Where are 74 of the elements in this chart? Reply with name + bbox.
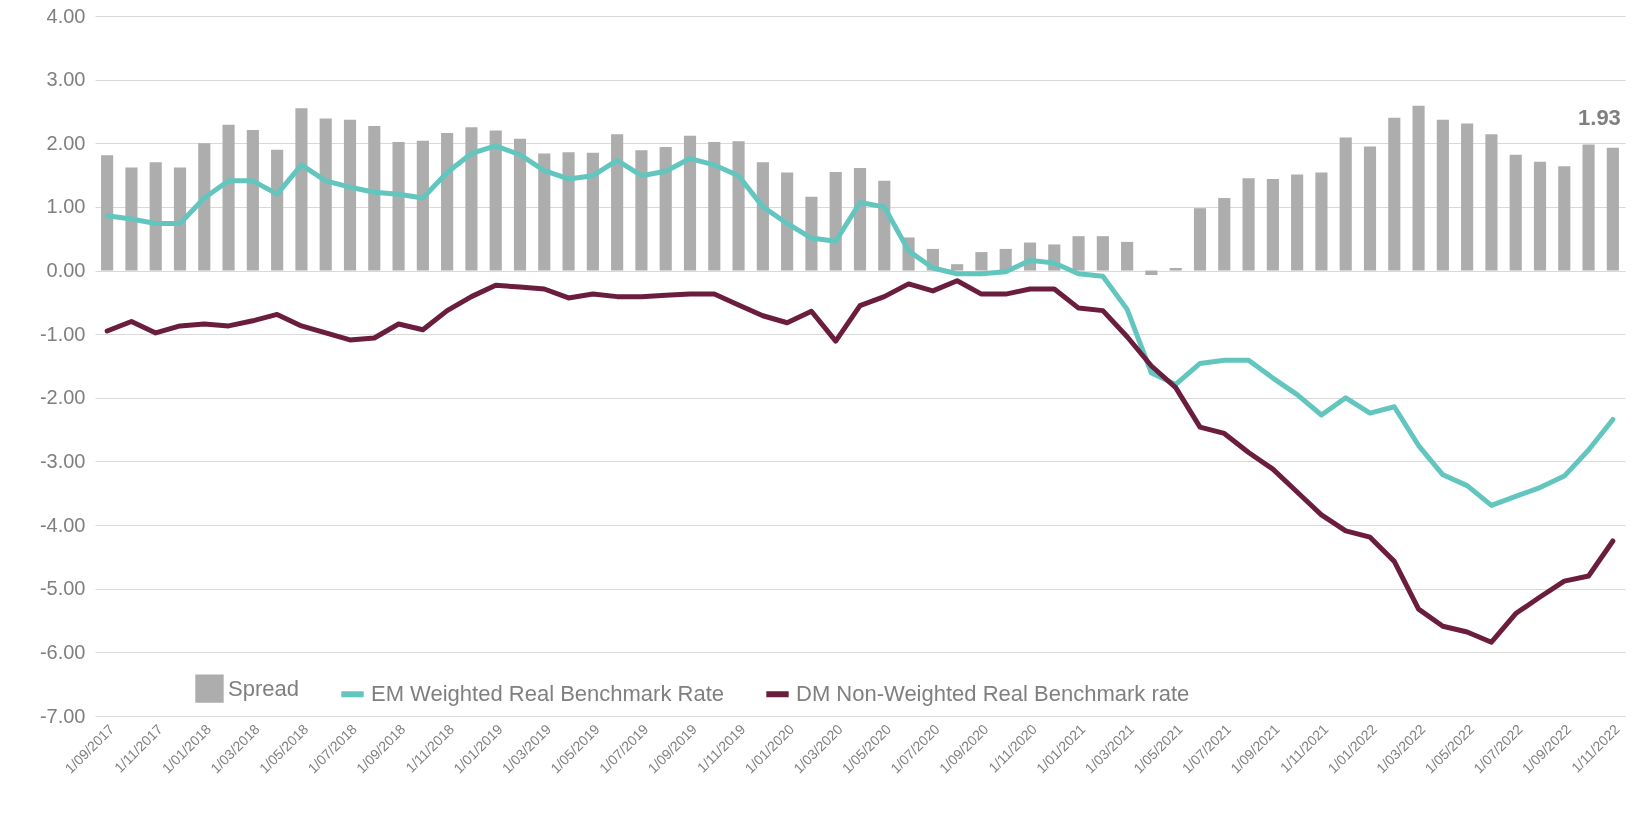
bar	[878, 180, 891, 271]
bar	[319, 118, 332, 271]
bar	[1485, 134, 1498, 271]
y-tick-label: -5.00	[39, 577, 86, 600]
bar	[1291, 174, 1304, 271]
bar	[1436, 119, 1449, 271]
bar	[1582, 144, 1595, 271]
bar	[1533, 161, 1547, 271]
bar	[246, 129, 259, 271]
bar	[513, 138, 527, 271]
bar	[441, 133, 454, 271]
bar	[1412, 105, 1425, 271]
bar	[1096, 236, 1109, 271]
bar	[1363, 146, 1377, 271]
bar	[489, 130, 502, 271]
bar	[295, 108, 308, 271]
bar	[1339, 137, 1352, 271]
bar	[635, 150, 648, 271]
y-tick-label: 4.00	[46, 4, 86, 27]
bar	[1558, 166, 1571, 271]
bar	[1461, 123, 1474, 271]
bar	[1145, 270, 1158, 275]
bar	[611, 134, 624, 271]
bar	[732, 141, 745, 271]
bar	[368, 126, 381, 271]
y-tick-label: 3.00	[46, 68, 86, 91]
bar	[125, 167, 138, 271]
bar	[149, 162, 162, 271]
bar	[392, 142, 405, 271]
bar	[683, 135, 697, 271]
bar	[586, 152, 599, 271]
bar	[1606, 147, 1619, 271]
bar	[1266, 178, 1279, 271]
bar	[198, 143, 211, 271]
y-tick-label: 1.00	[46, 195, 86, 218]
bar	[659, 147, 672, 271]
bar	[101, 155, 114, 271]
bar	[829, 171, 842, 271]
bar	[1315, 172, 1328, 271]
bar	[1169, 268, 1182, 271]
bar	[538, 153, 551, 271]
bar	[781, 172, 794, 271]
y-tick-label: -6.00	[39, 640, 86, 663]
bar	[1388, 117, 1401, 271]
bar	[708, 142, 721, 271]
bar	[1072, 236, 1085, 271]
bar	[1218, 198, 1231, 271]
legend-label: Spread	[228, 675, 299, 701]
bar	[951, 264, 964, 271]
bar	[975, 252, 988, 271]
y-tick-label: 2.00	[46, 131, 86, 154]
bar	[1509, 154, 1522, 271]
bar	[271, 149, 284, 271]
y-tick-label: -7.00	[39, 704, 86, 727]
bar	[756, 162, 769, 271]
bar	[343, 119, 357, 271]
bar	[1121, 241, 1134, 271]
bar	[173, 167, 187, 271]
y-tick-label: -3.00	[39, 449, 86, 472]
legend-label: EM Weighted Real Benchmark Rate	[371, 681, 724, 707]
bar	[1242, 178, 1255, 271]
y-tick-label: -2.00	[39, 386, 86, 409]
bar	[853, 168, 867, 271]
bar	[222, 124, 235, 271]
legend-label: DM Non-Weighted Real Benchmark rate	[796, 681, 1190, 707]
bar	[805, 196, 818, 271]
y-tick-label: -4.00	[39, 513, 86, 536]
bar	[465, 127, 478, 271]
bar	[416, 140, 429, 271]
y-tick-label: 0.00	[46, 259, 86, 282]
data-label: 1.93	[1578, 104, 1621, 130]
bar	[562, 152, 575, 271]
y-tick-label: -1.00	[39, 322, 86, 345]
bar	[1193, 208, 1207, 271]
